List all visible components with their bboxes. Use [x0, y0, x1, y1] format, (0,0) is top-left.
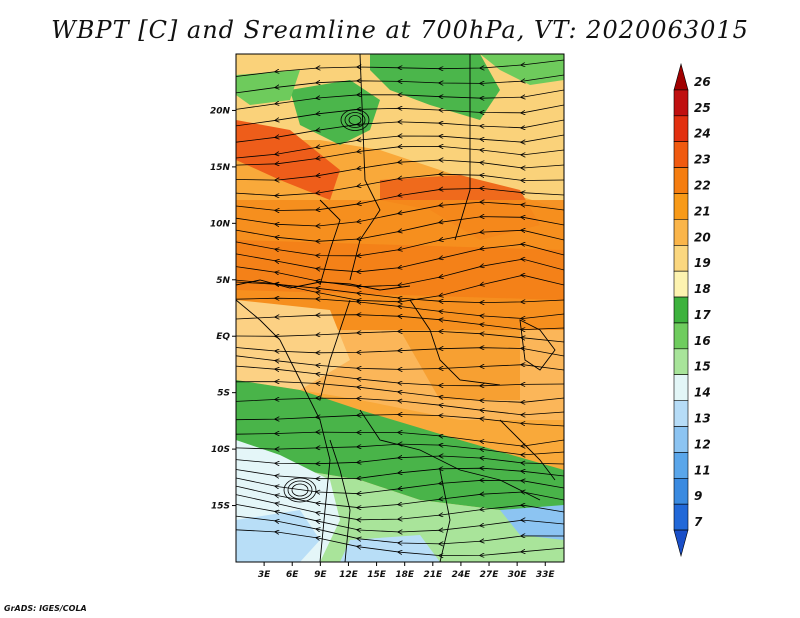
lat-tick-label: 5N — [216, 276, 230, 286]
colorbar-segment — [673, 322, 689, 350]
colorbar-label: 14 — [694, 386, 711, 400]
grads-credit: GrADS: IGES/COLA — [4, 604, 87, 613]
streamline — [236, 331, 564, 343]
colorbar-segment — [673, 452, 689, 479]
lat-tick-label: 15N — [210, 163, 231, 173]
colorbar-label: 24 — [694, 127, 711, 141]
lon-tick-label: 30E — [508, 570, 528, 580]
streamline — [236, 529, 564, 556]
streamline — [236, 348, 564, 357]
streamline — [236, 315, 564, 330]
colorbar-segment — [673, 89, 689, 117]
streamline-vortex — [344, 112, 366, 128]
colorbar-segment — [673, 62, 689, 91]
lon-tick-label: 6E — [286, 570, 299, 580]
map-title: WBPT [C] and Sreamline at 700hPa, VT: 20… — [51, 16, 749, 44]
colorbar-label: 23 — [694, 153, 711, 167]
colorbar-label: 12 — [694, 437, 711, 451]
colorbar-segment — [673, 374, 689, 401]
colorbar-segment — [673, 244, 689, 272]
colorbar-segment — [673, 426, 689, 453]
map-frame — [235, 53, 565, 563]
colorbar-label: 18 — [694, 282, 711, 296]
lat-tick-label: 10N — [210, 219, 231, 229]
streamline-vortex — [340, 109, 370, 131]
colorbar-segment — [673, 348, 689, 376]
streamline — [236, 477, 564, 494]
colorbar-label: 21 — [694, 204, 711, 218]
lon-tick-label: 15E — [367, 570, 387, 580]
country-borders — [236, 54, 556, 562]
colorbar-segment — [673, 167, 689, 194]
colorbar-label: 7 — [694, 515, 703, 529]
colorbar-segment — [673, 270, 689, 298]
lon-tick-label: 9E — [314, 570, 327, 580]
streamline — [236, 89, 564, 110]
colorbar-label: 25 — [694, 101, 711, 115]
colorbar-segment — [673, 400, 689, 427]
streamline-vortex — [283, 477, 317, 503]
streamline — [236, 74, 564, 94]
lon-tick-label: 33E — [536, 570, 556, 580]
lat-tick-label: 10S — [211, 445, 230, 455]
lat-tick-label: 20N — [210, 106, 231, 116]
lon-tick-label: 12E — [339, 570, 359, 580]
lat-tick-label: 15S — [211, 502, 230, 512]
colorbar-label: 15 — [694, 360, 711, 374]
colorbar-segment — [673, 193, 689, 220]
colorbar-label: 17 — [694, 308, 711, 322]
colorbar-label: 20 — [694, 230, 711, 244]
colorbar-label: 26 — [694, 75, 711, 89]
streamline — [236, 444, 564, 455]
lon-tick-label: 18E — [395, 570, 415, 580]
streamline — [236, 456, 564, 464]
streamline — [236, 104, 564, 127]
colorbar-segment — [673, 219, 689, 246]
colorbar-label: 11 — [694, 463, 711, 477]
lon-tick-label: 24E — [452, 570, 472, 580]
streamline — [236, 59, 564, 77]
colorbar-segment — [673, 296, 689, 324]
streamline — [236, 468, 564, 479]
colorbar-label: 9 — [694, 489, 702, 503]
colorbar-label: 19 — [694, 256, 711, 270]
colorbar-label: 13 — [694, 412, 711, 426]
lon-tick-label: 21E — [423, 570, 443, 580]
streamline-vortex — [348, 115, 362, 125]
streamlines — [236, 59, 564, 556]
streamline-vortex — [291, 483, 309, 497]
lat-tick-label: EQ — [216, 332, 230, 342]
lon-tick-label: 27E — [480, 570, 500, 580]
colorbar-segment — [673, 115, 689, 142]
colorbar-label: 16 — [694, 334, 711, 348]
map-axes: 3E 6E 9E 12E 15E 18E 21E 24E 27E 30E 33E 20N 15N 10N 5… — [210, 106, 556, 580]
colorbar-label: 22 — [694, 178, 711, 192]
lat-tick-label: 5S — [217, 389, 230, 399]
streamline-vortex — [287, 480, 313, 500]
colorbar-segment — [673, 529, 689, 558]
colorbar-segment — [673, 141, 689, 168]
lon-tick-label: 3E — [258, 570, 271, 580]
streamline — [236, 415, 564, 427]
colorbar: 26 25 24 23 22 21 20 19 18 17 16 15 14 13 12 11 9 7 — [673, 62, 711, 558]
colorbar-segment — [673, 503, 689, 531]
colorbar-segment — [673, 478, 689, 505]
